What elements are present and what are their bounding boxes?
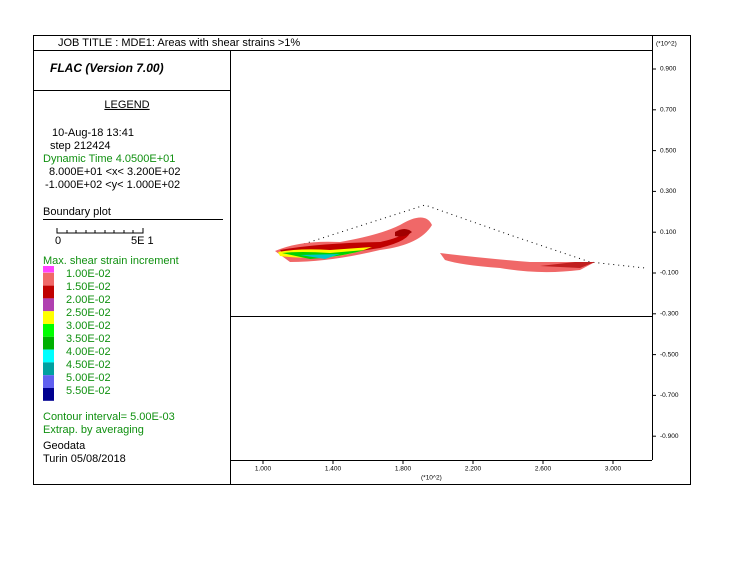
y-tick-label: -0.100	[660, 270, 679, 277]
x-tick-label: 1.000	[255, 466, 272, 473]
place-date: Turin 05/08/2018	[43, 453, 126, 465]
swatches	[43, 266, 54, 401]
y-tick-label: -0.700	[660, 392, 679, 399]
x-tick-label: 2.200	[465, 466, 482, 473]
contour-zone	[540, 262, 595, 268]
swatch	[43, 272, 54, 286]
x-range: 8.000E+01 <x< 3.200E+02	[49, 166, 181, 178]
y-tick-label: 0.100	[660, 229, 677, 236]
program: FLAC (Version 7.00)	[50, 61, 164, 75]
contour-level: 5.50E-02	[66, 385, 111, 397]
y-tick-label: -0.900	[660, 433, 679, 440]
swatch	[43, 388, 54, 401]
contour-level: 4.50E-02	[66, 359, 111, 371]
contour-level: 4.00E-02	[66, 346, 111, 358]
y-range: -1.000E+02 <y< 1.000E+02	[45, 179, 180, 191]
y-tick-label: 0.900	[660, 66, 677, 73]
job-title: JOB TITLE : MDE1: Areas with shear strai…	[58, 37, 300, 49]
swatch	[43, 375, 54, 388]
swatch	[43, 311, 54, 324]
contour-level: 3.50E-02	[66, 333, 111, 345]
contour-title: Max. shear strain increment	[43, 255, 179, 267]
contour-zone	[440, 253, 595, 273]
x-tick-label: 1.400	[325, 466, 342, 473]
x-tick-label: 3.000	[605, 466, 622, 473]
contour-level: 3.00E-02	[66, 320, 111, 332]
scale-end: 5E 1	[131, 235, 154, 247]
contour-level: 2.00E-02	[66, 294, 111, 306]
x-tick-label: 1.800	[395, 466, 412, 473]
legend-heading: LEGEND	[104, 99, 149, 111]
y-tick-label: -0.300	[660, 311, 679, 318]
x-multiplier: (*10^2)	[421, 475, 442, 482]
extrapolation: Extrap. by averaging	[43, 424, 144, 436]
y-tick-label: 0.300	[660, 188, 677, 195]
contour-level: 1.50E-02	[66, 281, 111, 293]
swatch	[43, 324, 54, 337]
company: Geodata	[43, 440, 86, 452]
swatch	[43, 298, 54, 312]
swatch	[43, 336, 54, 350]
scale-start: 0	[55, 235, 61, 247]
contour-level: 1.00E-02	[66, 268, 111, 280]
y-tick-label: 0.500	[660, 147, 677, 154]
y-tick-label: -0.500	[660, 351, 679, 358]
step: step 212424	[50, 140, 111, 152]
swatch	[43, 266, 54, 273]
contour-zone	[300, 254, 340, 259]
y-tick-label: 0.700	[660, 107, 677, 114]
swatch	[43, 349, 54, 363]
contour-level: 5.00E-02	[66, 372, 111, 384]
boundary-plot: Boundary plot	[43, 206, 111, 218]
contour-interval: Contour interval= 5.00E-03	[43, 411, 175, 423]
contour-zone	[395, 229, 412, 237]
dynamic-time: Dynamic Time 4.0500E+01	[43, 153, 175, 165]
date: 10-Aug-18 13:41	[52, 127, 134, 139]
y-multiplier: (*10^2)	[656, 41, 677, 48]
scale-bar	[56, 228, 144, 234]
slope-boundary	[284, 204, 646, 269]
frame	[33, 35, 691, 485]
swatch	[43, 285, 54, 299]
swatch	[43, 362, 54, 376]
contour-level: 2.50E-02	[66, 307, 111, 319]
x-tick-label: 2.600	[535, 466, 552, 473]
